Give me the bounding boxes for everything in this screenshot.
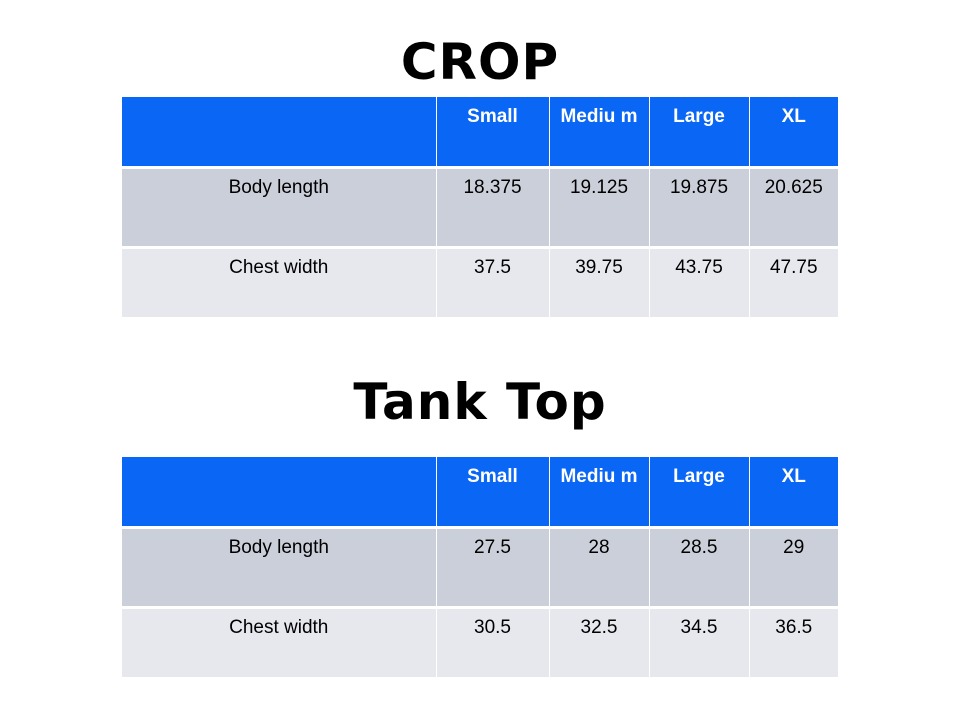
header-cell-small: Small [435, 97, 549, 169]
cell-large: 19.875 [648, 167, 749, 249]
cell-large: 34.5 [648, 607, 749, 677]
cell-medium: 19.125 [548, 167, 649, 249]
cell-large: 43.75 [648, 247, 749, 317]
header-cell-small: Small [435, 457, 549, 529]
cell-xl: 29 [748, 527, 838, 609]
cell-xl: 47.75 [748, 247, 838, 317]
header-cell-large: Large [648, 97, 749, 169]
table-row: Body length 27.5 28 28.5 29 [122, 527, 838, 609]
row-label: Body length [122, 527, 436, 609]
cell-xl: 36.5 [748, 607, 838, 677]
row-label: Body length [122, 167, 436, 249]
table-row: Chest width 37.5 39.75 43.75 47.75 [122, 247, 838, 317]
header-cell-large: Large [648, 457, 749, 529]
cell-medium: 28 [548, 527, 649, 609]
cell-medium: 32.5 [548, 607, 649, 677]
table-header-row: Small Mediu m Large XL [122, 457, 838, 529]
cell-small: 27.5 [435, 527, 549, 609]
cell-small: 18.375 [435, 167, 549, 249]
header-cell-medium: Mediu m [548, 457, 649, 529]
cell-xl: 20.625 [748, 167, 838, 249]
table-header-row: Small Mediu m Large XL [122, 97, 838, 169]
tank-top-title: Tank Top [353, 373, 607, 431]
header-cell-xl: XL [748, 457, 838, 529]
header-cell-xl: XL [748, 97, 838, 169]
row-label: Chest width [122, 247, 436, 317]
table-row: Chest width 30.5 32.5 34.5 36.5 [122, 607, 838, 677]
cell-medium: 39.75 [548, 247, 649, 317]
cell-small: 37.5 [435, 247, 549, 317]
table-row: Body length 18.375 19.125 19.875 20.625 [122, 167, 838, 249]
header-cell-empty [122, 457, 436, 529]
row-label: Chest width [122, 607, 436, 677]
tank-top-size-table: Small Mediu m Large XL Body length 27.5 … [122, 457, 838, 677]
cell-large: 28.5 [648, 527, 749, 609]
crop-size-table: Small Mediu m Large XL Body length 18.37… [122, 97, 838, 317]
cell-small: 30.5 [435, 607, 549, 677]
crop-title: CROP [400, 33, 560, 91]
header-cell-medium: Mediu m [548, 97, 649, 169]
header-cell-empty [122, 97, 436, 169]
